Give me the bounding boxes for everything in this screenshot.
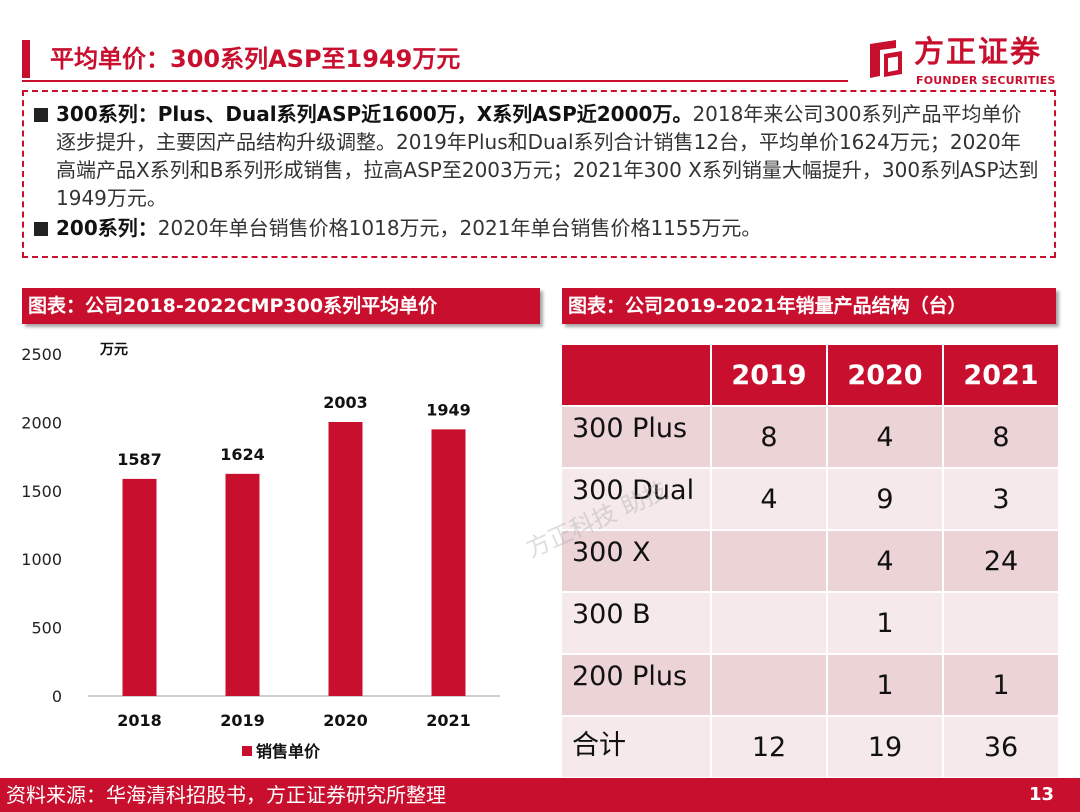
- table-cell: [710, 653, 828, 717]
- logo-chinese-name: 方正证券: [914, 35, 1042, 70]
- table-cell: [942, 591, 1060, 655]
- table-row: 200 Plus 1 1: [560, 653, 1060, 717]
- table-cell: 8: [942, 405, 1060, 469]
- table-cell: 4: [710, 467, 828, 531]
- bar-2019: [225, 473, 260, 696]
- y-tick-label: 2500: [21, 345, 62, 364]
- bar-2021: [431, 429, 466, 696]
- bullet-square-icon: [34, 108, 48, 122]
- row-label: 300 Plus: [560, 405, 712, 469]
- table-cell: 19: [826, 715, 944, 779]
- table-section-header: 图表：公司2019-2021年销量产品结构（台）: [562, 288, 1056, 324]
- y-tick-label: 0: [52, 687, 62, 706]
- x-tick-label: 2018: [117, 711, 162, 730]
- summary-bullet-300: 300系列：Plus、Dual系列ASP近1600万，X系列ASP近2000万。…: [34, 100, 1040, 212]
- table-cell: 4: [826, 405, 944, 469]
- asp-bar-chart: 0 500 1000 1500 2000 2500 万元 1587 2018 1624 2019 20…: [21, 342, 500, 761]
- summary-box: 300系列：Plus、Dual系列ASP近1600万，X系列ASP近2000万。…: [22, 90, 1056, 258]
- legend-label: 销售单价: [256, 742, 321, 761]
- source-note: 资料来源：华海清科招股书，方正证券研究所整理: [6, 783, 446, 807]
- table-header-2021: 2021: [942, 343, 1060, 407]
- table-cell: [710, 529, 828, 593]
- legend-swatch: [242, 746, 252, 756]
- table-row: 合计 12 19 36: [560, 715, 1060, 779]
- y-tick-label: 1000: [21, 550, 62, 569]
- row-label: 300 B: [560, 591, 712, 655]
- table-cell: 1: [826, 591, 944, 655]
- bullet-300-heading: 300系列：Plus、Dual系列ASP近1600万，X系列ASP近2000万。: [56, 102, 693, 126]
- row-label: 200 Plus: [560, 653, 712, 717]
- table-cell: 24: [942, 529, 1060, 593]
- page-number: 13: [1028, 784, 1054, 805]
- title-divider: [22, 80, 848, 82]
- data-label-2018: 1587: [117, 450, 162, 469]
- y-tick-label: 1500: [21, 482, 62, 501]
- table-cell: 12: [710, 715, 828, 779]
- table-cell: 9: [826, 467, 944, 531]
- table-cell: 1: [826, 653, 944, 717]
- table-header-2020: 2020: [826, 343, 944, 407]
- table-cell: 3: [942, 467, 1060, 531]
- data-label-2020: 2003: [323, 393, 368, 412]
- y-tick-label: 500: [31, 619, 62, 638]
- bullet-200-heading: 200系列：: [56, 216, 158, 240]
- bar-2020: [328, 421, 363, 696]
- summary-bullet-200: 200系列：2020年单台销售价格1018万元，2021年单台销售价格1155万…: [34, 214, 1040, 242]
- table-row: 300 B 1: [560, 591, 1060, 655]
- table-cell: 36: [942, 715, 1060, 779]
- x-tick-label: 2020: [323, 711, 368, 730]
- title-accent-bar: [22, 40, 30, 78]
- page-title: 平均单价：300系列ASP至1949万元: [50, 45, 461, 73]
- bullet-200-text: 2020年单台销售价格1018万元，2021年单台销售价格1155万元。: [157, 216, 762, 240]
- table-header-row: 2019 2020 2021: [560, 343, 1060, 407]
- table-cell: 8: [710, 405, 828, 469]
- logo-english-name: FOUNDER SECURITIES: [916, 74, 1056, 87]
- footer-bar: [0, 778, 1080, 812]
- sales-structure-table: 2019 2020 2021 300 Plus 8 4 8 300 Dual 4…: [560, 343, 1060, 779]
- data-label-2019: 1624: [220, 445, 265, 464]
- row-label: 300 X: [560, 529, 712, 593]
- x-tick-label: 2021: [426, 711, 471, 730]
- table-corner-cell: [560, 343, 712, 407]
- table-row: 300 Dual 4 9 3: [560, 467, 1060, 531]
- table-cell: 4: [826, 529, 944, 593]
- chart-section-header: 图表：公司2018-2022CMP300系列平均单价: [22, 288, 540, 324]
- bullet-300-text: 2018年来公司300系列产品平均单价逐步提升，主要因产品结构升级调整。2019…: [56, 102, 1039, 210]
- y-tick-label: 2000: [21, 413, 62, 432]
- bullet-square-icon: [34, 222, 48, 236]
- table-header-2019: 2019: [710, 343, 828, 407]
- row-label: 合计: [560, 715, 712, 779]
- table-row: 300 X 4 24: [560, 529, 1060, 593]
- y-unit-label: 万元: [99, 342, 128, 358]
- table-row: 300 Plus 8 4 8: [560, 405, 1060, 469]
- bar-2018: [122, 478, 157, 696]
- founder-logo-icon: [870, 40, 902, 78]
- x-tick-label: 2019: [220, 711, 265, 730]
- data-label-2021: 1949: [426, 400, 471, 419]
- table-cell: 1: [942, 653, 1060, 717]
- row-label: 300 Dual: [560, 467, 712, 531]
- table-cell: [710, 591, 828, 655]
